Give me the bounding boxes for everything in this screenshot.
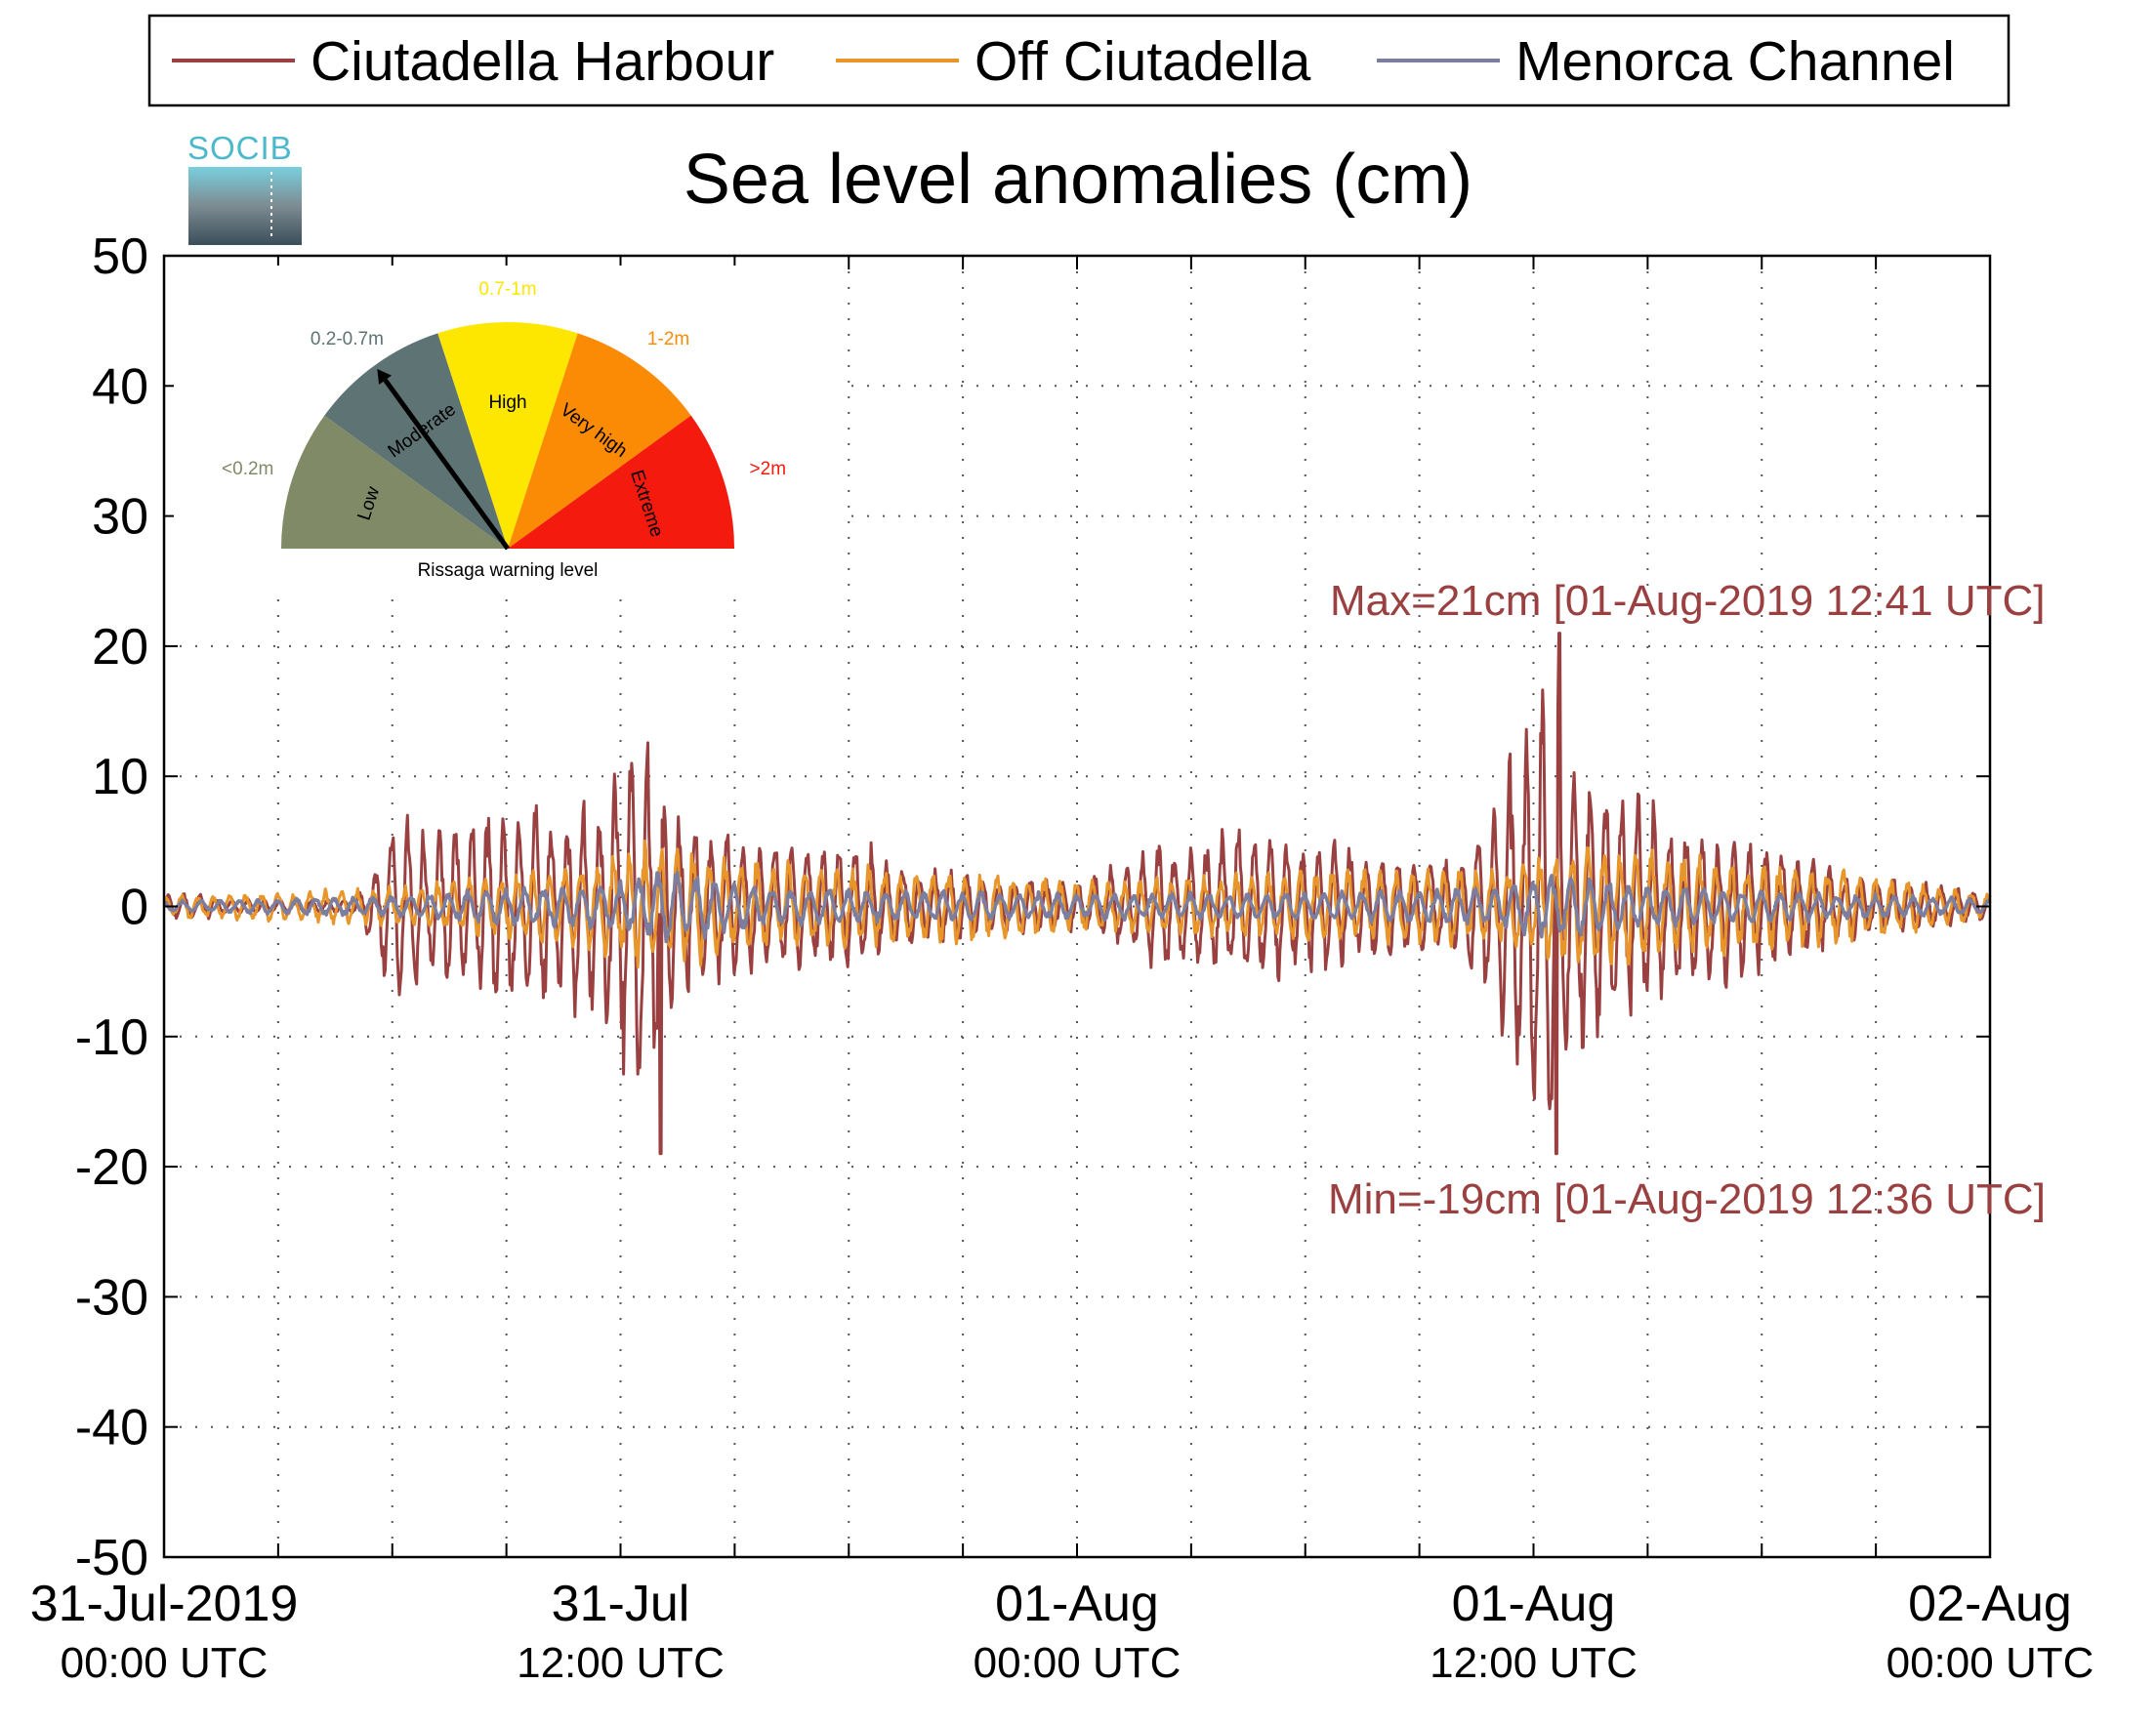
gauge-range-label: 0.7-1m <box>478 279 536 300</box>
y-tick-label: -40 <box>75 1400 148 1457</box>
x-tick-time-label: 00:00 UTC <box>974 1639 1182 1687</box>
x-tick-time-label: 12:00 UTC <box>517 1639 725 1687</box>
max-annotation: Max=21cm [01-Aug-2019 12:41 UTC] <box>1330 577 2046 625</box>
legend-label-ciutadella-harbour: Ciutadella Harbour <box>311 30 774 93</box>
y-tick-labels: 50 40 30 20 10 0 -10 -20 -30 -40 -50 <box>75 228 148 1586</box>
x-tick-time-label: 12:00 UTC <box>1430 1639 1638 1687</box>
gauge-segment-extreme <box>508 415 734 549</box>
gauge-segment-very-high <box>508 333 691 549</box>
svg-text:SOCIB: SOCIB <box>187 130 293 166</box>
gauge-range-label: >2m <box>750 459 787 479</box>
x-tick-labels: 31-Jul-2019 00:00 UTC 31-Jul 12:00 UTC 01-Au… <box>30 1576 2094 1687</box>
x-tick-date-label: 31-Jul <box>552 1576 690 1632</box>
plot-area: 50 40 30 20 10 0 -10 -20 -30 -40 -50 31-Jul-2019 00… <box>30 228 2094 1687</box>
gauge-segment-low <box>281 415 508 549</box>
gauge-level-label: High <box>488 392 526 413</box>
series-line-menorca-channel <box>162 871 1992 944</box>
gauge-needle-head <box>377 368 393 386</box>
gauge-range-label: 0.2-0.7m <box>311 329 384 349</box>
gauge-caption: Rissaga warning level <box>418 560 599 581</box>
x-tick-date-label: 01-Aug <box>1452 1576 1616 1632</box>
x-tick-time-label: 00:00 UTC <box>1886 1639 2094 1687</box>
x-tick-date-label: 02-Aug <box>1908 1576 2072 1632</box>
min-annotation: Min=-19cm [01-Aug-2019 12:36 UTC] <box>1328 1175 2046 1223</box>
gauge-range-label: 1-2m <box>647 329 689 349</box>
y-tick-label: 20 <box>92 619 148 676</box>
legend-label-menorca-channel: Menorca Channel <box>1515 30 1955 93</box>
gauge-range-label: <0.2m <box>222 459 273 479</box>
x-tick-time-label: 00:00 UTC <box>61 1639 269 1687</box>
y-tick-label: 10 <box>92 749 148 805</box>
y-tick-label: -50 <box>75 1530 148 1586</box>
legend: Ciutadella Harbour Off Ciutadella Menorc… <box>147 14 2011 107</box>
y-tick-label: -10 <box>75 1009 148 1066</box>
series-layer <box>162 632 1992 1156</box>
gauge-needle <box>383 378 511 551</box>
gauge-segment-high <box>437 322 578 549</box>
gauge-segment-moderate <box>324 333 508 549</box>
x-tick-date-label: 01-Aug <box>995 1576 1159 1632</box>
y-tick-label: -20 <box>75 1139 148 1196</box>
socib-logo: SOCIB <box>187 130 302 245</box>
chart-title: Sea level anomalies (cm) <box>684 141 1472 219</box>
x-tick-date-label: 31-Jul-2019 <box>30 1576 299 1632</box>
y-tick-label: 30 <box>92 489 148 546</box>
y-tick-label: 0 <box>120 880 148 936</box>
y-tick-label: 40 <box>92 358 148 415</box>
legend-label-off-ciutadella: Off Ciutadella <box>974 30 1311 93</box>
y-tick-label: 50 <box>92 228 148 285</box>
y-tick-label: -30 <box>75 1269 148 1326</box>
legend-box <box>147 14 2011 107</box>
series-line-off-ciutadella <box>163 840 1992 968</box>
